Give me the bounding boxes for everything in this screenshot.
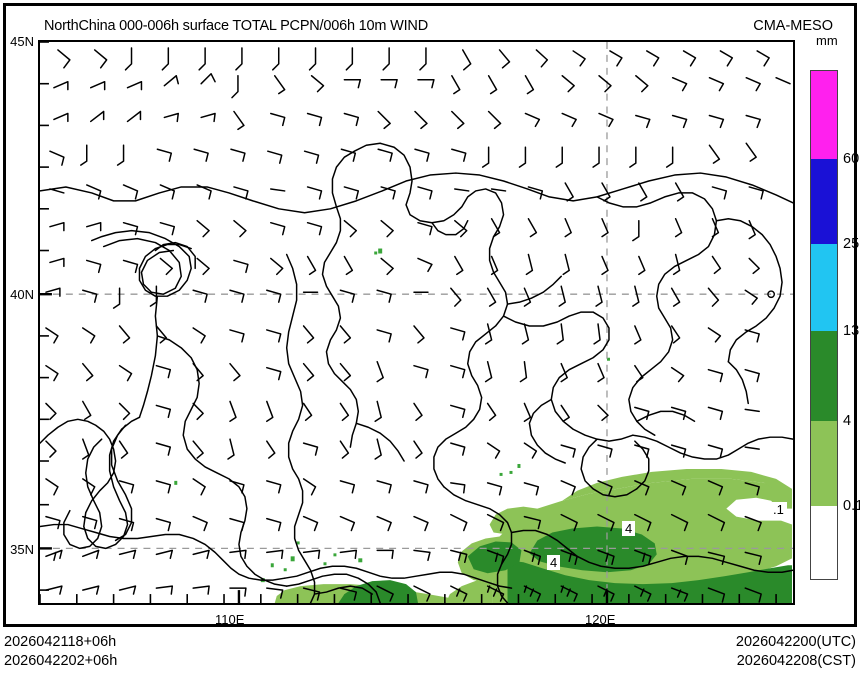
colorbar-tick-4: 4	[843, 413, 852, 429]
colorbar-units-label: mm	[816, 33, 838, 48]
footer-init-utc: 2026042118+06h	[4, 634, 117, 650]
colorbar-tick-13: 13	[843, 323, 860, 339]
map-vector-layer	[40, 42, 793, 603]
colorbar-band-25-60	[811, 159, 837, 244]
coastline-and-borders	[40, 142, 793, 603]
graticule-lines	[40, 42, 793, 603]
colorbar-tick-25: 25	[843, 236, 860, 252]
contour-label-point1-east: .1	[770, 502, 787, 517]
contour-label-4-west: 4	[547, 555, 561, 570]
colorbar-tick-0.1: 0.1	[843, 498, 860, 514]
footer-valid-utc: 2026042200(UTC)	[735, 634, 856, 650]
colorbar-band-0.1-4	[811, 421, 837, 506]
precipitation-colorbar[interactable]	[810, 70, 838, 580]
footer-valid-cst: 2026042208(CST)	[736, 653, 856, 669]
map-canvas[interactable]: 4 4 4 .1	[38, 40, 795, 605]
lon-tick-120e: 120E	[585, 612, 616, 627]
island-marker	[767, 290, 775, 299]
lon-tick-110e: 110E	[215, 612, 245, 627]
colorbar-tick-60: 60	[843, 151, 860, 167]
footer-init-cst: 2026042202+06h	[4, 653, 118, 669]
model-name-label: CMA-MESO	[753, 18, 833, 34]
axis-tick-marks	[40, 42, 777, 603]
colorbar-band-4-13	[811, 331, 837, 421]
wind-barb-field	[45, 47, 791, 603]
page-title: NorthChina 000-006h surface TOTAL PCPN/0…	[44, 18, 428, 34]
lat-tick-40n: 40N	[10, 287, 34, 302]
colorbar-band-13-25	[811, 244, 837, 331]
lat-tick-35n: 35N	[10, 542, 34, 557]
lat-tick-45n: 45N	[10, 34, 34, 49]
contour-label-4-main: 4	[622, 521, 636, 536]
colorbar-band-above-60	[811, 71, 837, 159]
colorbar-band-below-0.1	[811, 506, 837, 579]
